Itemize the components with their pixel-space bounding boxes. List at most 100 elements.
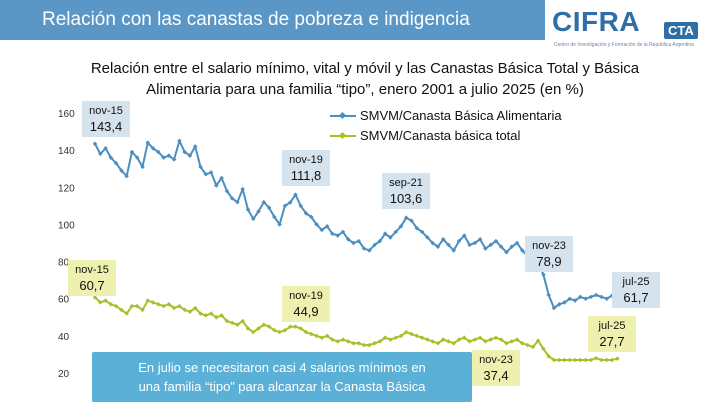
data-point <box>129 149 135 155</box>
data-point <box>483 339 488 344</box>
data-point <box>472 240 478 246</box>
annotation-value: 78,9 <box>536 254 561 269</box>
data-point <box>245 326 251 331</box>
data-point <box>462 335 467 340</box>
data-point <box>166 153 172 158</box>
legend-label: SMVM/Canasta básica total <box>360 128 521 143</box>
data-point <box>541 272 546 277</box>
data-point <box>398 333 404 339</box>
data-point <box>266 324 272 329</box>
data-point <box>409 218 414 223</box>
data-point <box>340 337 346 342</box>
data-point <box>303 211 309 216</box>
page-title: Relación con las canastas de pobreza e i… <box>42 9 470 30</box>
annotation-value: 37,4 <box>483 368 508 383</box>
y-tick-label: 100 <box>58 220 75 231</box>
data-point <box>351 341 356 346</box>
data-point <box>361 342 367 348</box>
data-point <box>272 328 277 333</box>
data-point <box>124 311 129 316</box>
legend-marker <box>338 131 347 140</box>
y-tick-label: 40 <box>58 332 70 343</box>
annotation-date: nov-19 <box>289 154 323 166</box>
data-point <box>219 175 224 181</box>
data-point <box>556 302 562 307</box>
data-point <box>240 186 245 192</box>
chart-title-line2: Alimentaria para una familia “tipo”, ene… <box>146 81 584 98</box>
data-point <box>156 302 161 307</box>
chart-title: Relación entre el salario mínimo, vital … <box>40 58 690 100</box>
data-point <box>551 305 557 311</box>
data-point <box>493 335 499 341</box>
data-point <box>546 292 551 298</box>
data-point <box>388 337 393 342</box>
data-point <box>182 307 187 313</box>
note-line2: una familia “tipo” para alcanzar la Cana… <box>138 379 426 394</box>
annotation-value: 27,7 <box>599 334 624 349</box>
data-point <box>187 153 193 158</box>
data-point <box>562 300 567 305</box>
logo-subtitle: Centro de Investigación y Formación de l… <box>554 42 694 48</box>
data-point <box>145 298 151 303</box>
data-point <box>377 339 383 344</box>
annotation-date: nov-23 <box>479 354 513 366</box>
data-point <box>287 324 293 330</box>
data-point <box>140 307 145 313</box>
annotation-value: 103,6 <box>390 191 423 206</box>
data-point <box>282 328 288 333</box>
data-point <box>372 341 377 346</box>
data-point <box>345 339 351 344</box>
data-point <box>477 237 483 242</box>
data-point <box>419 335 425 340</box>
data-point <box>182 149 187 155</box>
data-point <box>140 164 145 170</box>
data-point <box>324 224 330 229</box>
annotation-box <box>588 316 636 352</box>
data-point <box>277 329 282 335</box>
data-point <box>425 337 430 342</box>
data-point <box>367 342 372 348</box>
data-point <box>382 231 388 236</box>
data-point <box>393 335 398 340</box>
data-point <box>340 229 346 235</box>
data-point <box>192 305 198 311</box>
data-point <box>504 250 509 255</box>
data-point <box>393 229 398 235</box>
data-point <box>261 322 267 327</box>
data-point <box>382 335 388 340</box>
annotation-box <box>525 236 573 272</box>
chart-title-line1: Relación entre el salario mínimo, vital … <box>90 60 640 77</box>
data-point <box>556 357 562 363</box>
y-tick-label: 80 <box>58 258 70 269</box>
data-point <box>145 140 151 145</box>
data-point <box>414 333 420 339</box>
data-point <box>430 339 435 344</box>
data-point <box>578 294 583 300</box>
data-point <box>440 237 446 242</box>
data-point <box>388 235 393 240</box>
data-point <box>240 318 245 324</box>
cifra-logo: CIFRA CTA Centro de Investigación y Form… <box>548 6 716 50</box>
data-point <box>314 333 319 339</box>
annotation-box <box>472 350 520 386</box>
annotation-box <box>82 101 130 137</box>
info-note: En julio se necesitaron casi 4 salarios … <box>92 352 472 402</box>
annotation-box <box>382 173 430 209</box>
data-point <box>567 296 573 301</box>
data-point <box>520 341 525 346</box>
annotation-date: jul-25 <box>598 320 626 332</box>
data-point <box>309 331 314 337</box>
header-banner: Relación con las canastas de pobreza e i… <box>0 0 545 40</box>
data-point <box>214 183 219 188</box>
data-point <box>398 224 404 229</box>
data-point <box>599 357 604 363</box>
data-point <box>409 331 414 337</box>
data-point <box>108 302 114 307</box>
data-point <box>303 329 309 335</box>
logo-text: CIFRA <box>552 6 641 37</box>
data-point <box>451 341 456 346</box>
data-point <box>330 231 335 236</box>
data-point <box>198 164 203 170</box>
data-point <box>113 160 119 166</box>
series-line-total <box>94 296 618 361</box>
